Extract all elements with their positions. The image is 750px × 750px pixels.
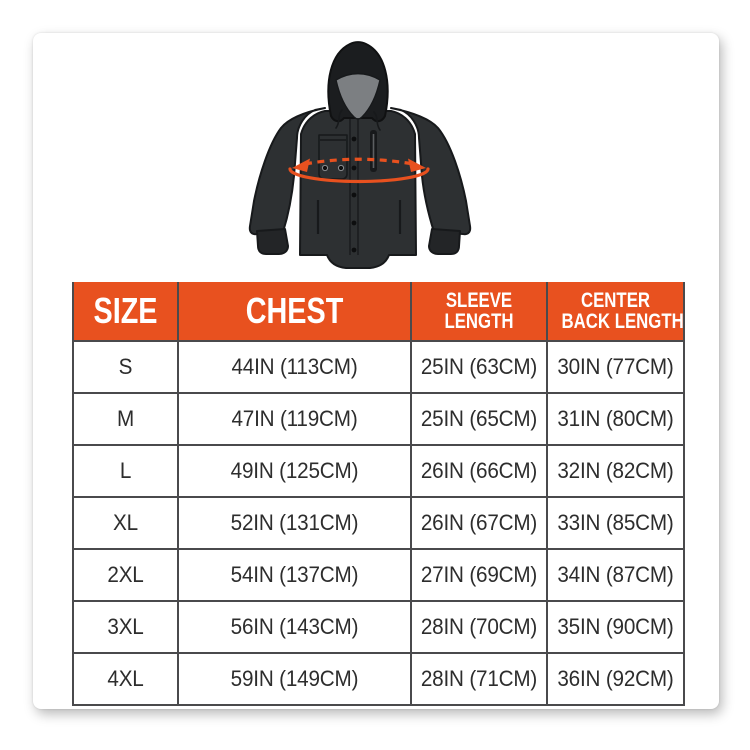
measurement-ellipse-front	[288, 167, 430, 184]
cell-size: 3XL	[72, 600, 179, 654]
cell-size: L	[72, 444, 179, 498]
hood-drawstring-left	[335, 109, 343, 129]
jacket-illustration	[248, 41, 472, 269]
table-row: XL 52IN (131CM) 26IN (67CM) 33IN (85CM)	[72, 496, 685, 550]
cell-chest: 49IN (125CM)	[177, 444, 412, 498]
cell-back: 30IN (77CM)	[546, 340, 685, 394]
cell-back: 34IN (87CM)	[546, 548, 685, 602]
cell-size: 4XL	[72, 652, 179, 706]
cell-sleeve: 28IN (71CM)	[410, 652, 548, 706]
header-sleeve-length-label: SLEEVE LENGTH	[444, 289, 514, 333]
cell-sleeve: 28IN (70CM)	[410, 600, 548, 654]
jacket-right-cuff	[428, 228, 461, 255]
cell-size: M	[72, 392, 179, 446]
measurement-arrowhead-right-icon	[408, 158, 426, 172]
header-center-back-length: CENTER BACK LENGTH	[546, 282, 685, 342]
cell-sleeve: 26IN (67CM)	[410, 496, 548, 550]
cell-sleeve: 27IN (69CM)	[410, 548, 548, 602]
jacket-left-sleeve	[248, 107, 326, 255]
cell-size: S	[72, 340, 179, 394]
hood-lining	[335, 72, 381, 120]
cell-size: XL	[72, 496, 179, 550]
size-table-container: SIZE CHEST SLEEVE LENGTH	[72, 282, 685, 706]
hood-drawstring-right	[373, 111, 381, 131]
cell-sleeve: 25IN (65CM)	[410, 392, 548, 446]
cell-back: 36IN (92CM)	[546, 652, 685, 706]
size-chart-card: SIZE CHEST SLEEVE LENGTH	[33, 33, 719, 709]
cell-back: 35IN (90CM)	[546, 600, 685, 654]
cell-chest: 59IN (149CM)	[177, 652, 412, 706]
table-row: L 49IN (125CM) 26IN (66CM) 32IN (82CM)	[72, 444, 685, 498]
table-row: M 47IN (119CM) 25IN (65CM) 31IN (80CM)	[72, 392, 685, 446]
table-row: S 44IN (113CM) 25IN (63CM) 30IN (77CM)	[72, 340, 685, 394]
measurement-arrowhead-left-icon	[292, 158, 310, 172]
size-table: SIZE CHEST SLEEVE LENGTH	[72, 282, 685, 706]
header-size: SIZE	[72, 282, 179, 342]
cell-chest: 56IN (143CM)	[177, 600, 412, 654]
jacket-left-cuff	[256, 228, 289, 255]
table-row: 4XL 59IN (149CM) 28IN (71CM) 36IN (92CM)	[72, 652, 685, 706]
header-sleeve-length: SLEEVE LENGTH	[410, 282, 548, 342]
cell-chest: 47IN (119CM)	[177, 392, 412, 446]
zipper-pocket	[370, 130, 377, 172]
cell-back: 32IN (82CM)	[546, 444, 685, 498]
table-row: 3XL 56IN (143CM) 28IN (70CM) 35IN (90CM)	[72, 600, 685, 654]
table-row: 2XL 54IN (137CM) 27IN (69CM) 34IN (87CM)	[72, 548, 685, 602]
header-center-back-length-label: CENTER BACK LENGTH	[561, 289, 684, 333]
cell-sleeve: 26IN (66CM)	[410, 444, 548, 498]
size-table-header-row: SIZE CHEST SLEEVE LENGTH	[72, 282, 685, 342]
jacket-body	[299, 109, 417, 269]
jacket-right-sleeve	[390, 107, 472, 255]
pocket-snap-right	[337, 164, 345, 172]
header-chest: CHEST	[177, 282, 412, 342]
header-size-label: SIZE	[93, 290, 158, 331]
cell-chest: 52IN (131CM)	[177, 496, 412, 550]
chest-measurement-indicator	[288, 157, 430, 184]
pocket-snap-left	[321, 164, 329, 172]
header-chest-label: CHEST	[245, 290, 344, 331]
jacket-hood	[327, 41, 389, 131]
cell-sleeve: 25IN (63CM)	[410, 340, 548, 394]
chest-pocket	[318, 134, 348, 180]
cell-chest: 44IN (113CM)	[177, 340, 412, 394]
cell-size: 2XL	[72, 548, 179, 602]
jacket-figure	[233, 38, 493, 278]
cell-back: 33IN (85CM)	[546, 496, 685, 550]
measurement-ellipse-back-dashed	[304, 157, 414, 166]
cell-chest: 54IN (137CM)	[177, 548, 412, 602]
cell-back: 31IN (80CM)	[546, 392, 685, 446]
